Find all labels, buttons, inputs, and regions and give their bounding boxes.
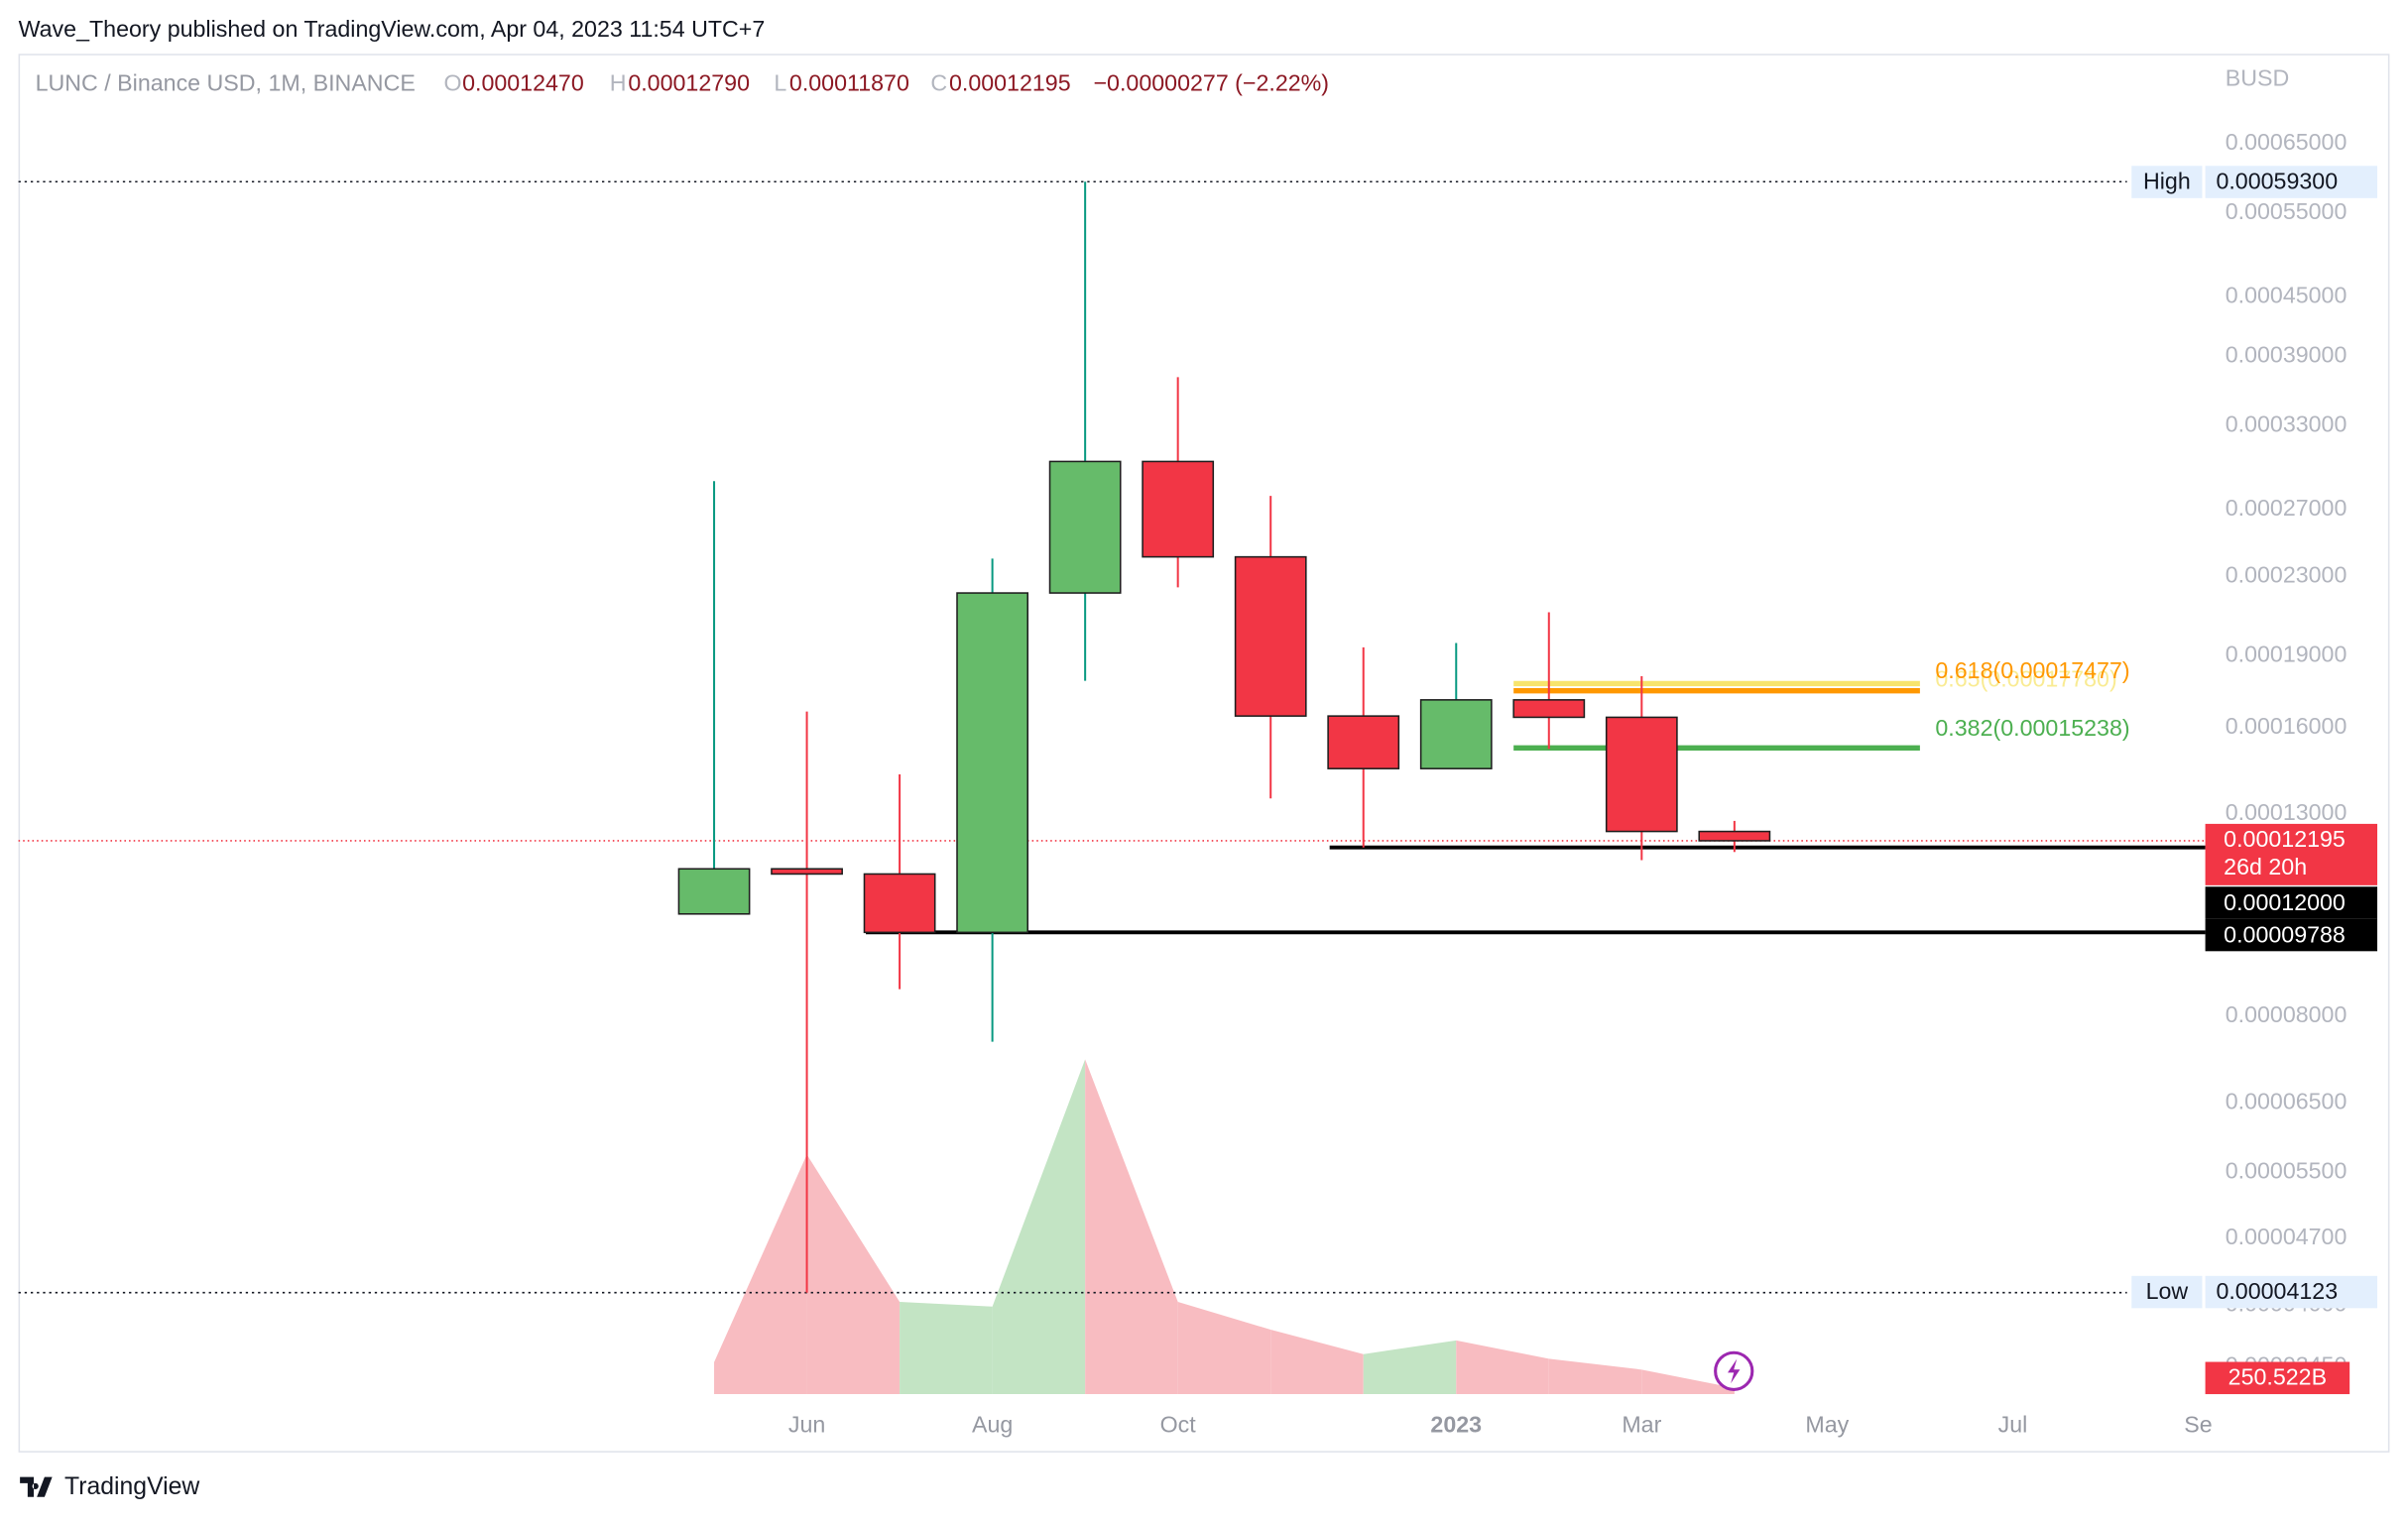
- change-value: −0.00000277 (−2.22%): [1094, 69, 1330, 95]
- candle-body: [1419, 699, 1493, 769]
- extreme-name-box: [2131, 1275, 2203, 1309]
- volume-area: [992, 1059, 1086, 1395]
- low-label: L: [774, 69, 786, 95]
- volume-area: [806, 1154, 901, 1395]
- candle-body: [863, 873, 936, 934]
- x-tick-label: Se: [2184, 1412, 2212, 1438]
- low-value: 0.00011870: [789, 69, 909, 95]
- candle-body: [1142, 460, 1215, 558]
- y-tick-label: 0.00065000: [2226, 129, 2348, 155]
- volume-area: [1548, 1358, 1642, 1395]
- x-tick-label: Mar: [1622, 1412, 1661, 1438]
- y-tick-label: 0.00039000: [2226, 341, 2348, 367]
- close-value: 0.00012195: [949, 69, 1071, 95]
- x-tick-label: Jul: [1998, 1412, 2028, 1438]
- candle-body: [1512, 699, 1586, 719]
- high-label: H: [610, 69, 627, 95]
- candle-body: [771, 868, 843, 876]
- fib-label: 0.382(0.00015238): [1935, 715, 2129, 741]
- support-label: 0.00012000: [2224, 889, 2346, 915]
- y-tick-label: 0.00016000: [2226, 713, 2348, 739]
- volume-label: 250.522B: [2228, 1364, 2327, 1390]
- logo-text: TradingView: [64, 1473, 199, 1500]
- x-tick-label: Aug: [972, 1412, 1013, 1438]
- x-tick-label: 2023: [1430, 1412, 1482, 1438]
- candle-body: [677, 868, 751, 915]
- chart-frame: [18, 54, 2390, 1453]
- open-value: 0.00012470: [462, 69, 584, 95]
- y-tick-label: 0.00006500: [2226, 1089, 2348, 1114]
- y-tick-label: 0.00033000: [2226, 411, 2348, 437]
- y-tick-label: 0.00023000: [2226, 561, 2348, 587]
- volume-area: [1177, 1302, 1271, 1395]
- volume-area: [1085, 1059, 1178, 1395]
- overlay: High 0.00059300 Low 0.00004123 0.0001219526d…: [2131, 166, 2378, 1395]
- volume-area: [1456, 1340, 1549, 1395]
- volume-label-box: [2205, 1361, 2350, 1395]
- extreme-name: Low: [2146, 1278, 2189, 1304]
- x-tick-label: May: [1805, 1412, 1849, 1438]
- open-label: O: [444, 69, 462, 95]
- publish-header: Wave_Theory published on TradingView.com…: [19, 16, 766, 42]
- extreme-name: High: [2143, 168, 2191, 193]
- close-label: C: [930, 69, 947, 95]
- volume-area: [1270, 1329, 1364, 1395]
- legend: LUNC / Binance USD, 1M, BINANCE O 0.0001…: [36, 69, 1329, 95]
- symbol: LUNC / Binance USD, 1M, BINANCE: [36, 69, 416, 95]
- plot: 0.00065000 0.00055000 0.00045000 0.00039000…: [18, 129, 2348, 1438]
- volume-area: [714, 1154, 807, 1395]
- candle-body: [1698, 830, 1771, 842]
- y-tick-label: 0.00045000: [2226, 282, 2348, 307]
- extreme-value: 0.00059300: [2216, 168, 2338, 193]
- y-tick-label: 0.00019000: [2226, 642, 2348, 667]
- y-tick-label: 0.00027000: [2226, 495, 2348, 521]
- volume-area: [1641, 1369, 1735, 1395]
- extreme-value-box: [2205, 166, 2378, 198]
- x-tick-label: Jun: [788, 1412, 825, 1438]
- fib-label: 0.618(0.00017477): [1935, 657, 2129, 683]
- logo-icon: [20, 1476, 53, 1497]
- y-tick-label: 0.00004700: [2226, 1224, 2348, 1249]
- volume-area: [900, 1302, 993, 1395]
- last-price-label: 0.00012195: [2224, 826, 2346, 852]
- support-box: [2205, 886, 2378, 919]
- candle-body: [1048, 460, 1122, 594]
- last-price-box: [2205, 823, 2378, 885]
- y-tick-label: 0.00055000: [2226, 198, 2348, 224]
- countdown: 26d 20h: [2224, 854, 2307, 879]
- extreme-name-box: [2131, 166, 2203, 198]
- x-tick-label: Oct: [1160, 1412, 1197, 1438]
- candle-body: [1234, 555, 1307, 717]
- tradingview-logo: TradingView: [20, 1473, 199, 1500]
- candle-body: [956, 592, 1029, 934]
- y-tick-label: 0.00005500: [2226, 1158, 2348, 1184]
- alert-bolt: [1728, 1358, 1741, 1384]
- candle-body: [1327, 715, 1400, 769]
- extreme-value: 0.00004123: [2216, 1278, 2338, 1304]
- y-unit: BUSD: [2226, 65, 2290, 91]
- y-tick-label: 0.00013000: [2226, 799, 2348, 825]
- extreme-value-box: [2205, 1275, 2378, 1309]
- y-tick-label: 0.00008000: [2226, 1001, 2348, 1027]
- fib-label: 0.65(0.00017780): [1935, 666, 2116, 692]
- support-label: 0.00009788: [2224, 922, 2346, 948]
- support-box: [2205, 918, 2378, 952]
- high-value: 0.00012790: [628, 69, 750, 95]
- candle-body: [1605, 716, 1678, 833]
- volume-area: [1363, 1340, 1457, 1395]
